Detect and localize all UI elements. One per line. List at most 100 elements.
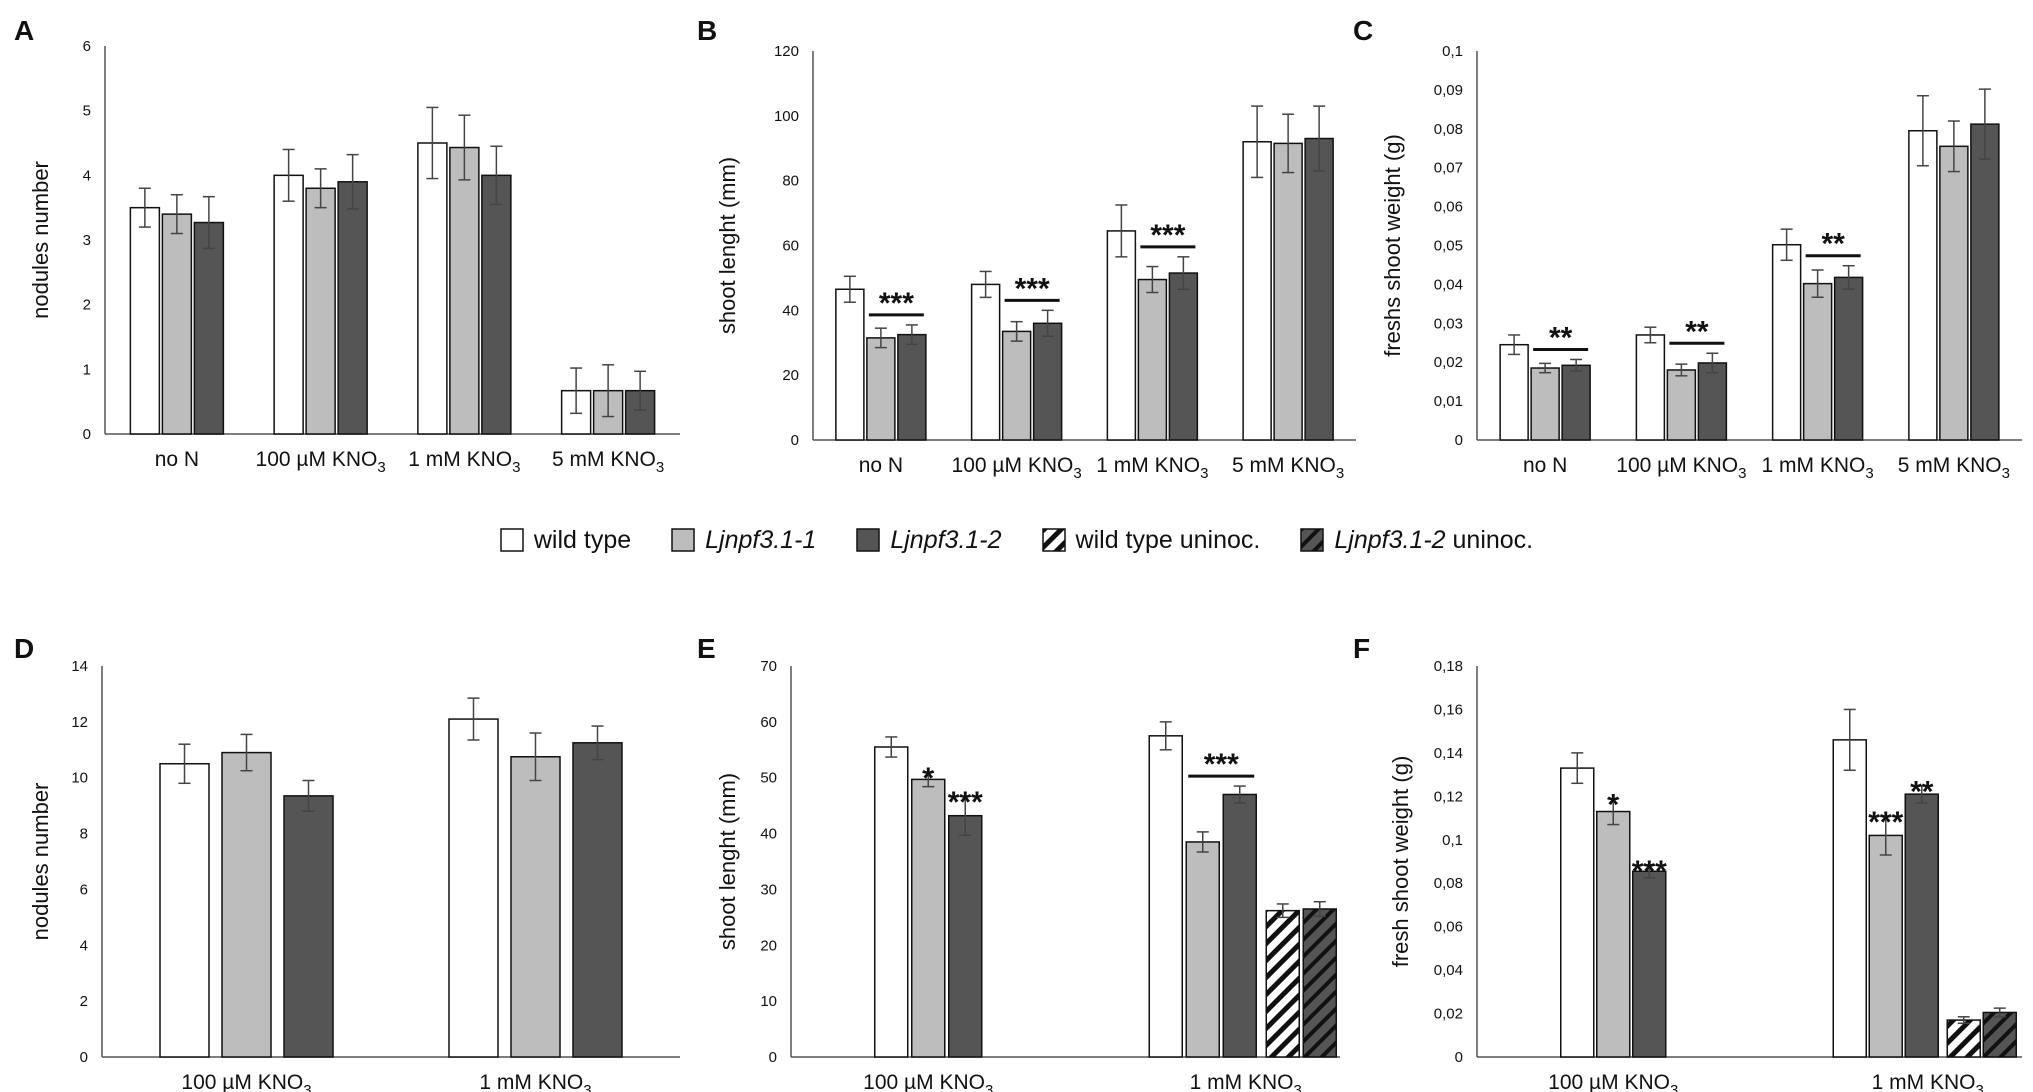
y-tick-label: 0 xyxy=(83,426,91,443)
bar-d-c0-s2 xyxy=(283,795,334,1058)
x-tick-label: 5 mM KNO3 xyxy=(1232,454,1344,482)
bar-a-c1-s1 xyxy=(305,187,336,435)
bar-e-c1-s2 xyxy=(1222,793,1257,1058)
bar-b-c2-s0 xyxy=(1106,230,1137,441)
legend-wild-type-uninoc: wild type uninoc. xyxy=(1041,525,1261,555)
legend-label: Ljnpf3.1-2 xyxy=(890,525,1002,554)
legend-label: Ljnpf3.1-1 xyxy=(705,525,817,554)
panel-d: D 0 2 4 6 8 10 12 14 nodules number 100 µM KNO3 1 m… xyxy=(14,633,680,1092)
bar-b-c1-s1 xyxy=(1001,330,1032,441)
bar-f-c1-s1 xyxy=(1868,834,1903,1058)
x-tick-label: 1 mM KNO3 xyxy=(1190,1071,1302,1092)
panel-c: C 0 0,01 0,02 0,03 0,04 0,05 0,06 0,07 0,08 0,09 0,… xyxy=(1353,15,2022,482)
significance-label: *** xyxy=(879,287,914,320)
bar-b-c3-s2 xyxy=(1304,137,1334,441)
y-tick-label: 100 xyxy=(774,108,799,125)
y-axis-label: fresh shoot weight (g) xyxy=(1388,756,1413,968)
panel-e: E 0 10 20 30 40 50 60 70 shoot lenght (mm) 100 µM … xyxy=(697,633,1340,1092)
bar-c-c1-s2 xyxy=(1697,362,1728,441)
x-tick-label: 1 mM KNO3 xyxy=(1872,1071,1984,1092)
bar-a-c0-s1 xyxy=(161,213,193,435)
x-tick-label: 100 µM KNO3 xyxy=(863,1071,993,1092)
y-tick-label: 10 xyxy=(760,993,777,1010)
y-tick-label: 40 xyxy=(760,826,777,843)
x-tick-label: 100 µM KNO3 xyxy=(1548,1071,1678,1092)
significance-label: *** xyxy=(1868,806,1903,839)
bar-b-c3-s1 xyxy=(1273,142,1303,441)
legend: wild type Ljnpf3.1-1 Ljnpf3.1-2 wild type u… xyxy=(0,520,2033,560)
bar-b-c0-s0 xyxy=(835,288,865,441)
bar-b-c3-s0 xyxy=(1242,141,1272,441)
bar-e-c1-s0 xyxy=(1148,735,1183,1058)
bar-b-c1-s0 xyxy=(970,283,1001,441)
y-tick-label: 0,04 xyxy=(1434,962,1463,979)
bar-f-c0-s1 xyxy=(1596,810,1631,1058)
bar-d-c1-s0 xyxy=(448,718,499,1058)
y-tick-label: 0,16 xyxy=(1434,701,1463,718)
bar-d-c1-s2 xyxy=(572,742,623,1058)
x-tick-label: no N xyxy=(859,454,903,477)
x-tick-label: no N xyxy=(1523,454,1567,477)
y-tick-label: 0,02 xyxy=(1434,354,1463,371)
y-axis-label: shoot lenght (mm) xyxy=(715,157,740,334)
y-tick-label: 30 xyxy=(760,881,777,898)
bar-a-c1-s0 xyxy=(273,174,304,435)
y-tick-label: 0,04 xyxy=(1434,276,1463,293)
y-tick-label: 0,05 xyxy=(1434,238,1463,255)
legend-label: wild type xyxy=(533,525,632,554)
y-tick-label: 0,01 xyxy=(1434,393,1463,410)
bar-d-c0-s0 xyxy=(159,763,210,1058)
significance-label: ** xyxy=(1549,321,1573,354)
x-tick-label: 1 mM KNO3 xyxy=(479,1071,591,1092)
panel-letter: A xyxy=(14,15,34,46)
bar-c-c0-s2 xyxy=(1561,364,1591,441)
y-tick-label: 0,06 xyxy=(1434,919,1463,936)
y-tick-label: 0 xyxy=(80,1049,88,1066)
y-tick-label: 12 xyxy=(71,714,88,731)
panel-letter: B xyxy=(697,15,717,46)
bar-f-c1-s0 xyxy=(1832,739,1867,1058)
bar-b-c2-s2 xyxy=(1168,272,1199,441)
bar-a-c0-s0 xyxy=(129,206,161,435)
y-axis-label: shoot lenght (mm) xyxy=(715,773,740,950)
bar-e-c0-s2 xyxy=(948,814,983,1058)
panel-b: B 0 20 40 60 80 100 120 shoot lenght (mm) no N 100… xyxy=(697,15,1356,482)
significance-label: *** xyxy=(1632,855,1667,888)
y-tick-label: 0,08 xyxy=(1434,875,1463,892)
bar-c-c0-s0 xyxy=(1499,343,1529,441)
x-tick-label: 100 µM KNO3 xyxy=(1616,454,1746,482)
bar-f-c1-s3 xyxy=(1946,1019,1981,1058)
y-tick-label: 14 xyxy=(71,658,88,675)
legend-wild-type: wild type xyxy=(500,526,631,555)
bar-c-c3-s0 xyxy=(1908,129,1938,441)
bar-e-c0-s1 xyxy=(911,778,946,1058)
bar-e-c1-s4 xyxy=(1302,908,1337,1058)
legend-swatch xyxy=(500,528,524,552)
y-tick-label: 0,18 xyxy=(1434,658,1463,675)
bar-c-c3-s2 xyxy=(1970,123,2000,441)
bar-f-c1-s4 xyxy=(1982,1011,2017,1058)
panel-letter: D xyxy=(14,633,34,664)
y-tick-label: 2 xyxy=(80,993,88,1010)
bar-c-c2-s0 xyxy=(1771,243,1802,441)
bar-c-c1-s1 xyxy=(1666,369,1697,441)
y-tick-label: 0,08 xyxy=(1434,121,1463,138)
bar-e-c1-s3 xyxy=(1265,909,1300,1058)
y-tick-label: 0 xyxy=(769,1049,777,1066)
bar-f-c1-s2 xyxy=(1904,793,1939,1058)
y-tick-label: 50 xyxy=(760,770,777,787)
bar-a-c2-s0 xyxy=(417,142,448,435)
legend-label: wild type uninoc. xyxy=(1075,525,1261,554)
significance-label: *** xyxy=(948,786,983,819)
y-tick-label: 80 xyxy=(782,173,799,190)
x-tick-label: 100 µM KNO3 xyxy=(256,448,386,476)
significance-label: ** xyxy=(1910,775,1934,808)
legend-swatch xyxy=(1300,528,1325,552)
y-tick-label: 0,14 xyxy=(1434,745,1463,762)
bar-e-c0-s0 xyxy=(874,746,909,1058)
y-tick-label: 40 xyxy=(782,302,799,319)
legend-swatch xyxy=(856,528,881,552)
significance-label: *** xyxy=(1150,219,1185,252)
